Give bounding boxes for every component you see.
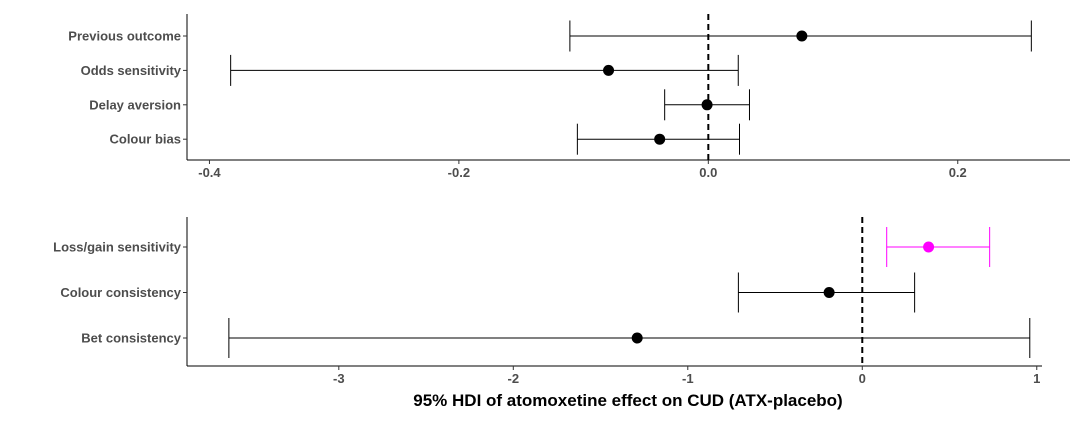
x-tick-label: 0.0 — [699, 165, 717, 180]
point-estimate — [701, 99, 713, 111]
point-estimate — [796, 30, 808, 42]
category-label: Previous outcome — [68, 29, 181, 44]
point-estimate — [923, 241, 935, 253]
x-tick-label: -3 — [333, 371, 345, 386]
category-label: Loss/gain sensitivity — [53, 240, 182, 255]
category-label: Bet consistency — [81, 331, 181, 346]
point-estimate — [603, 64, 615, 76]
point-estimate — [631, 332, 643, 344]
category-label: Delay aversion — [89, 97, 181, 112]
category-label: Colour bias — [109, 132, 181, 147]
x-tick-label: -0.2 — [448, 165, 470, 180]
top-panel: -0.4 -0.2 0.0 0.2 Previous outcome Odds sensi… — [68, 14, 1070, 180]
x-axis-title: 95% HDI of atomoxetine effect on CUD (AT… — [413, 391, 842, 410]
bottom-panel: -3 -2 -1 0 1 Loss/gain sensitivity Colour cons… — [53, 217, 1042, 386]
x-tick-label: 0.2 — [949, 165, 967, 180]
point-estimate — [654, 133, 666, 145]
x-tick-label: -1 — [682, 371, 694, 386]
x-tick-label: -2 — [508, 371, 520, 386]
point-estimate — [823, 287, 835, 298]
x-tick-label: 0 — [859, 371, 866, 386]
x-tick-label: 1 — [1033, 371, 1040, 386]
category-label: Colour consistency — [60, 285, 181, 300]
category-label: Odds sensitivity — [81, 63, 182, 78]
x-tick-label: -0.4 — [198, 165, 221, 180]
